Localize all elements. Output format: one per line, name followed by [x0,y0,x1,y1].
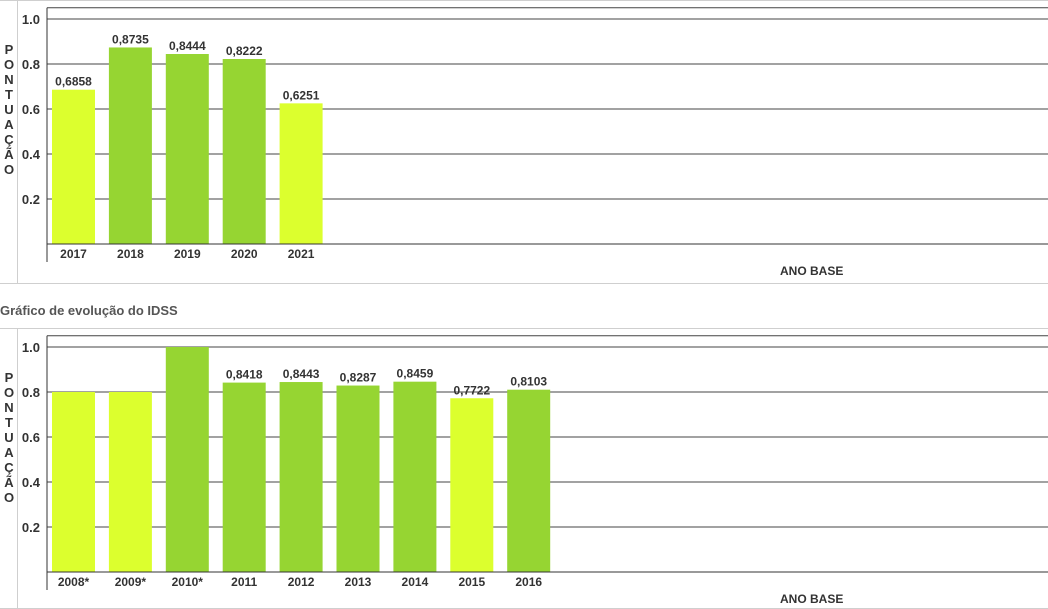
y-axis-title-letter: Ç [4,460,14,475]
y-tick-label: 0.2 [22,192,40,207]
bar [108,47,152,245]
bar [222,382,266,572]
y-tick-label: 0.6 [22,102,40,117]
panel-border-bottom [0,283,1048,284]
bar [336,385,380,572]
x-tick-label: 2014 [402,575,429,589]
y-axis-title-letter: O [3,162,15,177]
x-tick-label: 2015 [458,575,485,589]
y-tick-label: 0.2 [22,520,40,535]
bar [222,59,266,244]
y-axis-title-letter: Ç [4,132,14,147]
y-axis-title-letter: O [3,385,15,400]
bar-value-label: 0,6251 [283,88,320,102]
panel-border-top [0,0,1048,1]
bar [279,382,323,572]
bar-value-label: 0,8222 [226,44,263,58]
bar-value-label: 0,8418 [226,368,263,382]
x-tick-label: 2008* [58,575,90,589]
panel-border-top [0,328,1048,329]
bar [52,89,95,244]
bar [108,392,152,572]
y-axis-title-letter: A [4,445,14,460]
y-tick-label: 0.4 [22,475,41,490]
x-tick-label: 2016 [515,575,542,589]
x-tick-label: 2012 [288,575,315,589]
y-axis-title-letter: P [4,42,14,57]
y-tick-label: 1.0 [22,340,40,355]
bar-value-label: 0,8103 [510,375,547,389]
bar-value-label: 0,6858 [55,75,92,89]
x-tick-label: 2013 [345,575,372,589]
y-axis-title-letter: P [4,370,14,385]
y-tick-label: 0.4 [22,147,41,162]
bar-value-label: 0,8287 [340,371,377,385]
y-axis-title-letter: A [4,117,14,132]
panel-border-left [17,328,18,609]
x-tick-label: 2018 [117,247,144,261]
x-tick-label: 2019 [174,247,201,261]
y-tick-label: 0.8 [22,57,40,72]
bar [393,381,437,572]
x-tick-label: 2021 [288,247,315,261]
y-axis-title-letter: U [4,102,14,117]
x-tick-label: 2009* [115,575,147,589]
y-axis-title-letter: N [4,72,14,87]
bar [165,54,209,245]
x-tick-label: 2011 [231,575,257,589]
x-tick-label: 2020 [231,247,258,261]
y-axis-title-letter: O [3,57,15,72]
bar-value-label: 0,8443 [283,367,320,381]
x-tick-label: 2010* [172,575,204,589]
y-axis-title-letter: O [3,490,15,505]
bar [507,389,551,572]
y-axis-title-letter: T [5,415,13,430]
y-tick-label: 1.0 [22,12,40,27]
y-axis-title-letter: T [5,87,13,102]
bar-value-label: 0,7722 [453,383,490,397]
y-axis-title-letter: Ã [4,475,14,490]
bar-chart-recent: 0.2 0.4 0.6 0.8 1.0 0,6858 2017 0,8735 2018 0,844… [22,7,1048,262]
y-tick-label: 0.6 [22,430,40,445]
bar [279,103,323,244]
y-axis-title-letter: U [4,430,14,445]
bar-chart-history: 0.2 0.4 0.6 0.8 1.0 2008* 2009* 2010* 0,8418 2011… [22,335,1048,590]
bar-value-label: 0,8459 [397,367,434,381]
panel-border-left [17,0,18,284]
section-title: Gráfico de evolução do IDSS [0,303,178,318]
x-axis-title: ANO BASE [780,264,844,278]
bar-value-label: 0,8735 [112,32,149,46]
y-tick-label: 0.8 [22,385,40,400]
bar [450,398,494,572]
y-axis-title-letter: Ã [4,147,14,162]
bar [52,392,95,572]
x-axis-title: ANO BASE [780,592,844,606]
bar [165,347,209,572]
y-axis-title-letter: N [4,400,14,415]
bar-value-label: 0,8444 [169,39,206,53]
x-tick-label: 2017 [60,247,87,261]
